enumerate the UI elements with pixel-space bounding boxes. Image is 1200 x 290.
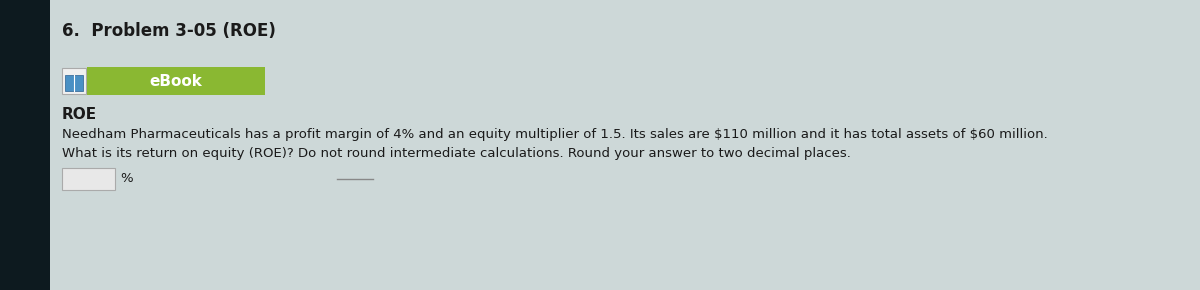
FancyBboxPatch shape (62, 68, 85, 94)
Text: %: % (120, 173, 133, 186)
FancyBboxPatch shape (88, 67, 265, 95)
Text: ROE: ROE (62, 107, 97, 122)
Text: What is its return on equity (ROE)? Do not round intermediate calculations. Roun: What is its return on equity (ROE)? Do n… (62, 147, 851, 160)
Text: eBook: eBook (150, 73, 203, 88)
FancyBboxPatch shape (62, 168, 115, 190)
Text: Needham Pharmaceuticals has a profit margin of 4% and an equity multiplier of 1.: Needham Pharmaceuticals has a profit mar… (62, 128, 1048, 141)
Text: 6.  Problem 3-05 (ROE): 6. Problem 3-05 (ROE) (62, 22, 276, 40)
FancyBboxPatch shape (65, 75, 83, 91)
FancyBboxPatch shape (0, 0, 50, 290)
